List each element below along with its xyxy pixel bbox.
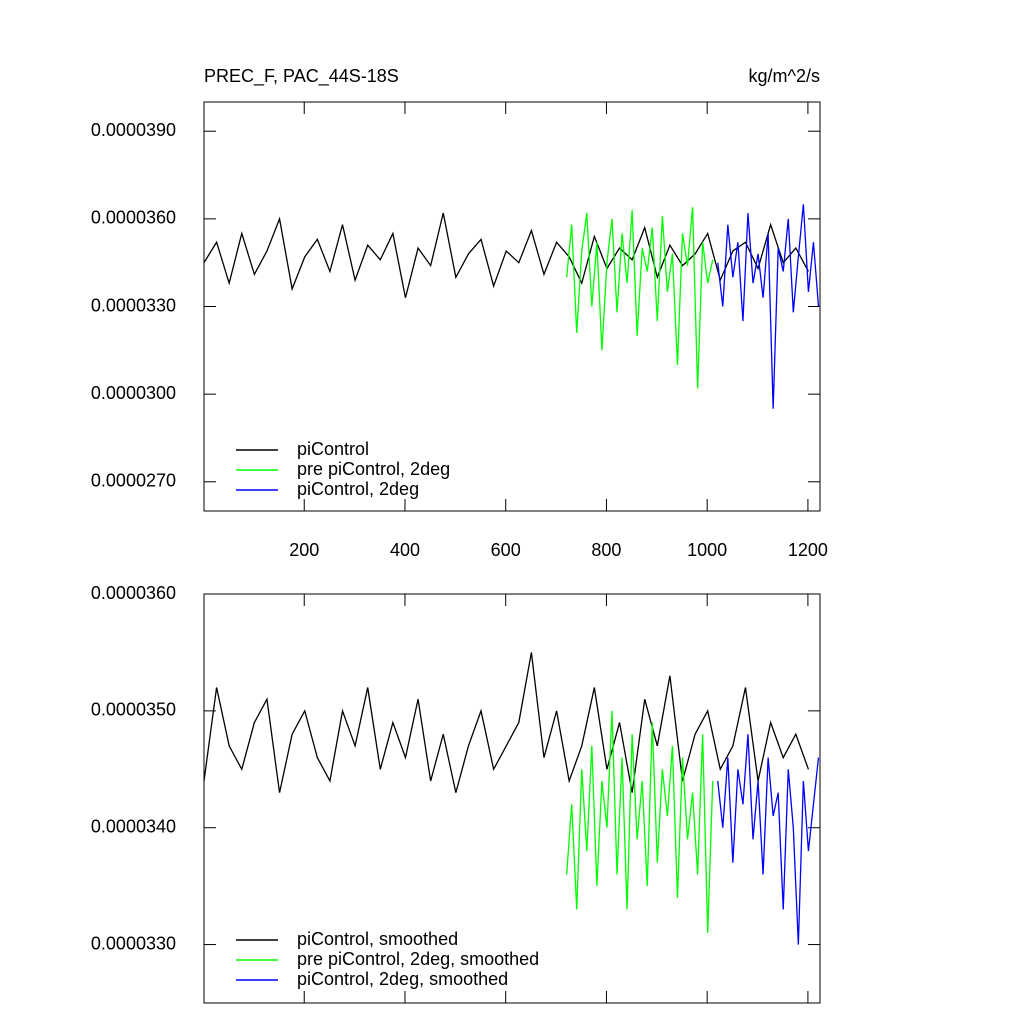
series-line [566, 207, 714, 389]
y-tick-label: 0.0000350 [91, 700, 176, 720]
x-tick-label: 200 [289, 540, 319, 560]
y-tick-label: 0.0000390 [91, 120, 176, 140]
x-tick-label: 1200 [788, 540, 828, 560]
legend-label: pre piControl, 2deg [297, 459, 450, 479]
y-tick-label: 0.0000330 [91, 933, 176, 953]
x-tick-label: 800 [591, 540, 621, 560]
legend-label: piControl, 2deg, smoothed [297, 969, 508, 989]
x-tick-label: 1000 [687, 540, 727, 560]
legend-label: pre piControl, 2deg, smoothed [297, 949, 539, 969]
x-tick-label: 400 [390, 540, 420, 560]
series-line [203, 652, 810, 793]
y-tick-label: 0.0000300 [91, 383, 176, 403]
units: kg/m^2/s [749, 66, 820, 86]
chart-title: PREC_F, PAC_44S-18S [204, 66, 399, 87]
series-line [717, 204, 820, 409]
y-tick-label: 0.0000360 [91, 583, 176, 603]
y-tick-label: 0.0000360 [91, 208, 176, 228]
series-line [717, 734, 820, 945]
x-tick-label: 600 [491, 540, 521, 560]
y-tick-label: 0.0000270 [91, 471, 176, 491]
legend-label: piControl [297, 439, 369, 459]
legend-label: piControl, 2deg [297, 479, 419, 499]
series-line [203, 212, 809, 298]
y-tick-label: 0.0000340 [91, 816, 176, 836]
legend-label: piControl, smoothed [297, 929, 458, 949]
series-line [566, 710, 714, 933]
plot-frame [203, 593, 821, 1004]
y-tick-label: 0.0000330 [91, 295, 176, 315]
